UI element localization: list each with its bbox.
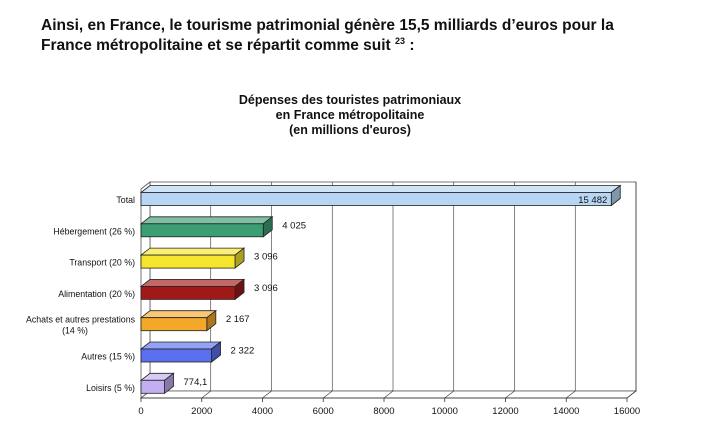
bar bbox=[140, 348, 212, 363]
category-label: Loisirs (5 %) bbox=[86, 383, 135, 393]
bar-top-face bbox=[139, 185, 622, 193]
category-label-line: (14 %) bbox=[62, 326, 88, 336]
x-tick-label: 4000 bbox=[252, 406, 273, 417]
floor-gridline bbox=[505, 390, 515, 399]
chart-title: Dépenses des touristes patrimoniaux en F… bbox=[190, 93, 510, 138]
x-tick-label: 8000 bbox=[373, 406, 394, 417]
intro-line-2: France métropolitaine et se répartit com… bbox=[41, 36, 706, 56]
category-label-line: Transport (20 %) bbox=[69, 258, 135, 268]
category-label: Hébergement (26 %) bbox=[53, 226, 135, 236]
category-label: Alimentation (20 %) bbox=[58, 289, 135, 299]
floor-gridline bbox=[201, 390, 211, 399]
bar-top-face bbox=[139, 247, 246, 256]
bar bbox=[140, 254, 236, 269]
floor-gridline bbox=[566, 390, 576, 399]
floor-gridline bbox=[444, 390, 454, 399]
bar bbox=[140, 285, 236, 300]
bar-value-label: 2 167 bbox=[226, 314, 250, 325]
category-label: Autres (15 %) bbox=[81, 352, 135, 362]
category-label-line: Total bbox=[116, 195, 135, 205]
x-tick-label: 16000 bbox=[614, 406, 640, 417]
bar-top-face bbox=[139, 278, 246, 287]
category-label: Achats et autres prestations (14 %) bbox=[26, 315, 136, 336]
intro-line-2-text: France métropolitaine et se répartit com… bbox=[41, 37, 391, 54]
x-tick-label: 12000 bbox=[492, 406, 518, 417]
intro-line-1: Ainsi, en France, le tourisme patrimonia… bbox=[41, 17, 614, 34]
category-label: Total bbox=[116, 195, 135, 205]
floor-gridline bbox=[626, 390, 637, 399]
intro-line-2-end: : bbox=[405, 37, 415, 54]
footnote-reference: 23 bbox=[395, 35, 406, 46]
floor-gridline bbox=[262, 390, 272, 399]
category-label: Transport (20 %) bbox=[69, 258, 135, 268]
bar-top-face bbox=[139, 216, 274, 225]
bar-top-face bbox=[139, 341, 222, 350]
bar bbox=[140, 223, 264, 238]
floor-gridline bbox=[383, 390, 394, 399]
category-label-line: Loisirs (5 %) bbox=[86, 383, 135, 393]
bar-top-face bbox=[139, 310, 217, 319]
x-tick-label: 14000 bbox=[553, 406, 579, 417]
bar bbox=[140, 379, 165, 394]
bar bbox=[140, 317, 208, 332]
x-tick-label: 0 bbox=[138, 406, 143, 417]
bar-value-label: 3 096 bbox=[254, 283, 278, 294]
bar-value-label: 15 482 bbox=[578, 195, 607, 206]
bar bbox=[140, 192, 612, 206]
bar-value-label: 3 096 bbox=[254, 252, 278, 263]
bar-value-label: 4 025 bbox=[282, 220, 306, 231]
x-tick-label: 6000 bbox=[313, 406, 334, 417]
category-label-line: Achats et autres prestations bbox=[26, 315, 136, 325]
bar-value-label: 774,1 bbox=[184, 377, 208, 388]
chart-title-line-2: en France métropolitaine bbox=[275, 108, 425, 122]
bar-value-label: 2 322 bbox=[231, 346, 255, 357]
chart-title-line-1: Dépenses des touristes patrimoniaux bbox=[238, 93, 462, 107]
category-label-line: Alimentation (20 %) bbox=[58, 289, 135, 299]
chart-title-line-3: (en millions d'euros) bbox=[289, 123, 411, 137]
category-label-line: Hébergement (26 %) bbox=[53, 226, 135, 236]
x-tick-label: 2000 bbox=[191, 406, 212, 417]
x-tick-label: 10000 bbox=[432, 406, 458, 417]
intro-paragraph: Ainsi, en France, le tourisme patrimonia… bbox=[41, 16, 706, 56]
category-label-line: Autres (15 %) bbox=[81, 352, 135, 362]
floor-gridline bbox=[323, 390, 333, 399]
